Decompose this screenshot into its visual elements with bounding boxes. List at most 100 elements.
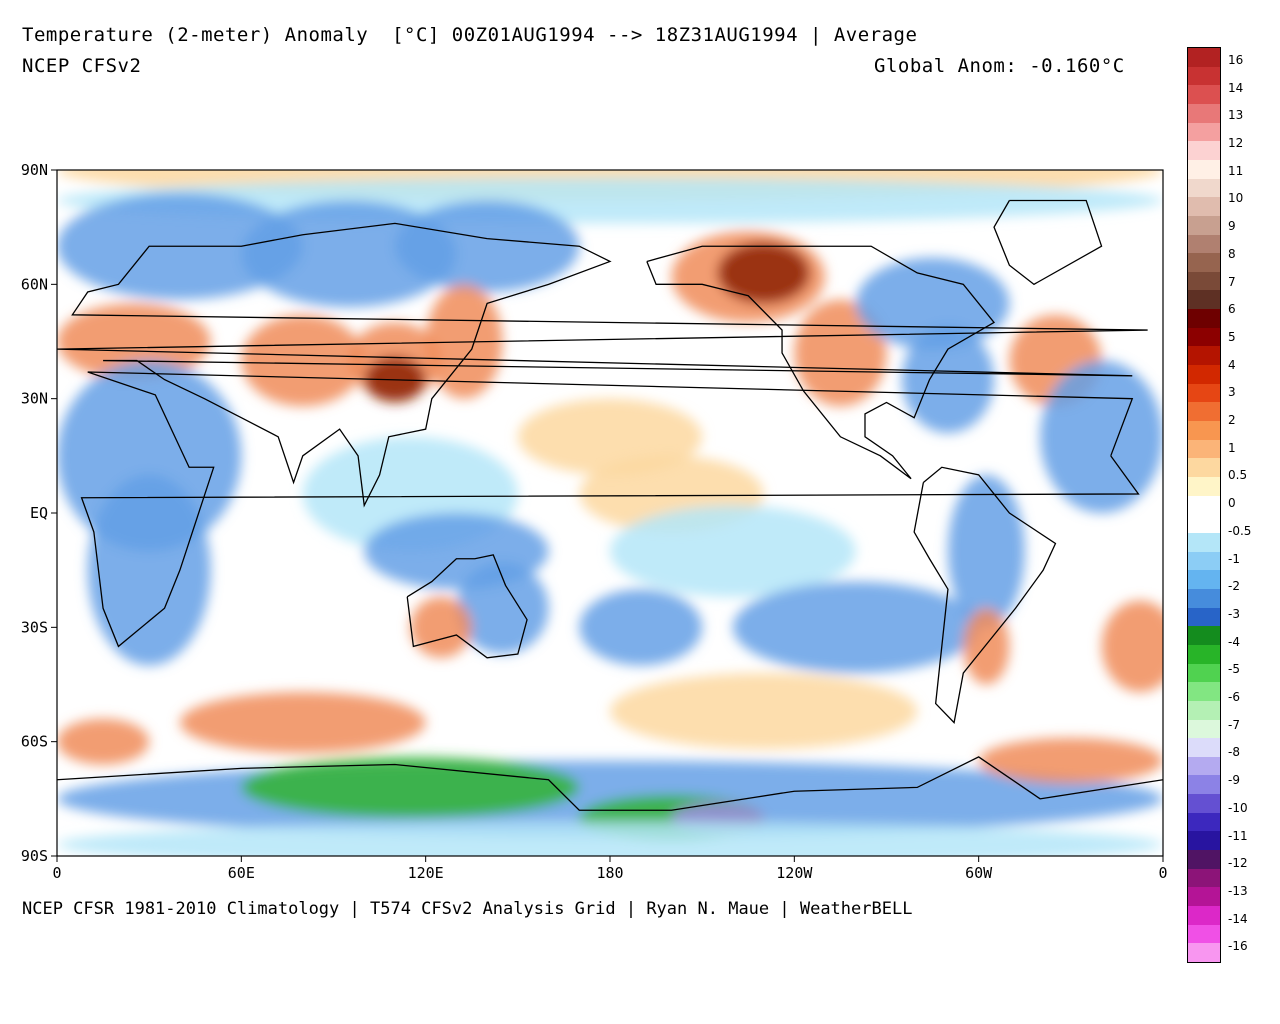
colorbar-label: -6	[1228, 690, 1240, 705]
colorbar-label: -11	[1228, 828, 1248, 843]
colorbar-cell	[1188, 831, 1220, 851]
colorbar-cell	[1188, 887, 1220, 907]
colorbar-cell	[1188, 197, 1220, 217]
colorbar-cell	[1188, 775, 1220, 795]
colorbar-label: -1	[1228, 551, 1240, 566]
colorbar-cell	[1188, 215, 1220, 236]
anomaly-region	[517, 398, 703, 475]
colorbar-cell	[1188, 607, 1220, 627]
lon-label: 120E	[408, 864, 444, 882]
lon-label: 60W	[965, 864, 993, 882]
colorbar-cell	[1188, 626, 1220, 646]
lat-label: 30N	[21, 390, 48, 408]
colorbar-cell	[1188, 309, 1220, 329]
colorbar-cell	[1188, 924, 1220, 944]
lat-label: 90N	[21, 161, 48, 179]
colorbar-cell	[1188, 700, 1220, 720]
colorbar-cell	[1188, 383, 1220, 403]
model-name: NCEP CFSv2	[22, 55, 142, 77]
anomaly-region	[241, 200, 457, 308]
anomaly-region	[610, 505, 856, 597]
coastline	[913, 466, 1057, 724]
lat-label: 30S	[21, 618, 48, 636]
anomaly-region	[241, 314, 365, 407]
colorbar-cell	[1188, 290, 1220, 310]
coastline	[646, 245, 996, 480]
colorbar-cell	[1188, 588, 1220, 609]
colorbar-label: -8	[1228, 745, 1240, 760]
anomaly-region	[978, 737, 1163, 784]
coastline	[57, 756, 1163, 811]
colorbar-cell	[1188, 253, 1220, 273]
colorbar-cell	[1188, 532, 1220, 553]
colorbar-cell	[1188, 906, 1220, 926]
anomaly-region	[179, 692, 426, 754]
colorbar-label: 12	[1228, 136, 1244, 151]
lon-label: 0	[52, 864, 61, 882]
anomaly-region	[732, 581, 979, 674]
coastline	[80, 371, 1140, 648]
colorbar-cell	[1188, 644, 1220, 665]
colorbar-label: -12	[1228, 856, 1248, 871]
colorbar-label: 0.5	[1228, 468, 1248, 483]
colorbar-label: 9	[1228, 219, 1236, 234]
colorbar-label: -3	[1228, 606, 1240, 621]
anomaly-region	[57, 821, 1163, 856]
colorbar	[1187, 47, 1221, 963]
coastline	[993, 199, 1103, 286]
anomaly-region	[717, 242, 810, 304]
colorbar-label: -9	[1228, 773, 1240, 788]
colorbar-cell	[1188, 514, 1220, 534]
colorbar-cell	[1188, 458, 1220, 478]
colorbar-label: 1	[1228, 440, 1236, 455]
colorbar-cell	[1188, 551, 1220, 571]
colorbar-cell	[1188, 159, 1220, 180]
colorbar-label: -2	[1228, 579, 1240, 594]
colorbar-cell	[1188, 271, 1220, 291]
global-anomaly: Global Anom: -0.160°C	[874, 55, 1125, 77]
anomaly-region	[1040, 360, 1163, 513]
colorbar-cell	[1188, 738, 1220, 758]
colorbar-cell	[1188, 682, 1220, 702]
lat-label: 90S	[21, 847, 48, 865]
colorbar-label: 3	[1228, 385, 1236, 400]
anomaly-region	[963, 608, 1010, 685]
colorbar-cell	[1188, 719, 1220, 739]
colorbar-label: 14	[1228, 80, 1244, 95]
colorbar-label: 10	[1228, 191, 1244, 206]
colorbar-label: -4	[1228, 634, 1240, 649]
colorbar-cell	[1188, 103, 1220, 124]
colorbar-label: -7	[1228, 717, 1240, 732]
anomaly-region	[947, 474, 1025, 628]
coastlines	[57, 199, 1163, 811]
colorbar-label: -0.5	[1228, 523, 1252, 538]
colorbar-label: 4	[1228, 357, 1236, 372]
colorbar-label: -10	[1228, 800, 1248, 815]
colorbar-cell	[1188, 421, 1220, 441]
anomaly-region	[579, 589, 703, 666]
colorbar-label: 6	[1228, 302, 1236, 317]
lat-label: EQ	[30, 504, 48, 522]
colorbar-cell	[1188, 439, 1220, 459]
anomaly-region	[1101, 600, 1163, 693]
lon-label: 0	[1158, 864, 1167, 882]
colorbar-cell	[1188, 663, 1220, 683]
colorbar-cell	[1188, 346, 1220, 366]
colorbar-cell	[1188, 850, 1220, 870]
colorbar-label: 2	[1228, 413, 1236, 428]
colorbar-cell	[1188, 812, 1220, 832]
chart-title: Temperature (2-meter) Anomaly [°C] 00Z01…	[22, 24, 918, 46]
lat-label: 60S	[21, 733, 48, 751]
colorbar-label: -14	[1228, 911, 1248, 926]
colorbar-cell	[1188, 402, 1220, 422]
colorbar-cell	[1188, 66, 1220, 86]
colorbar-cell	[1188, 178, 1220, 198]
anomaly-region	[57, 718, 150, 765]
anomaly-region	[57, 303, 211, 380]
anomaly-region	[241, 756, 580, 818]
colorbar-cell	[1188, 85, 1220, 105]
colorbar-cell	[1188, 495, 1220, 515]
colorbar-label: 0	[1228, 496, 1236, 511]
